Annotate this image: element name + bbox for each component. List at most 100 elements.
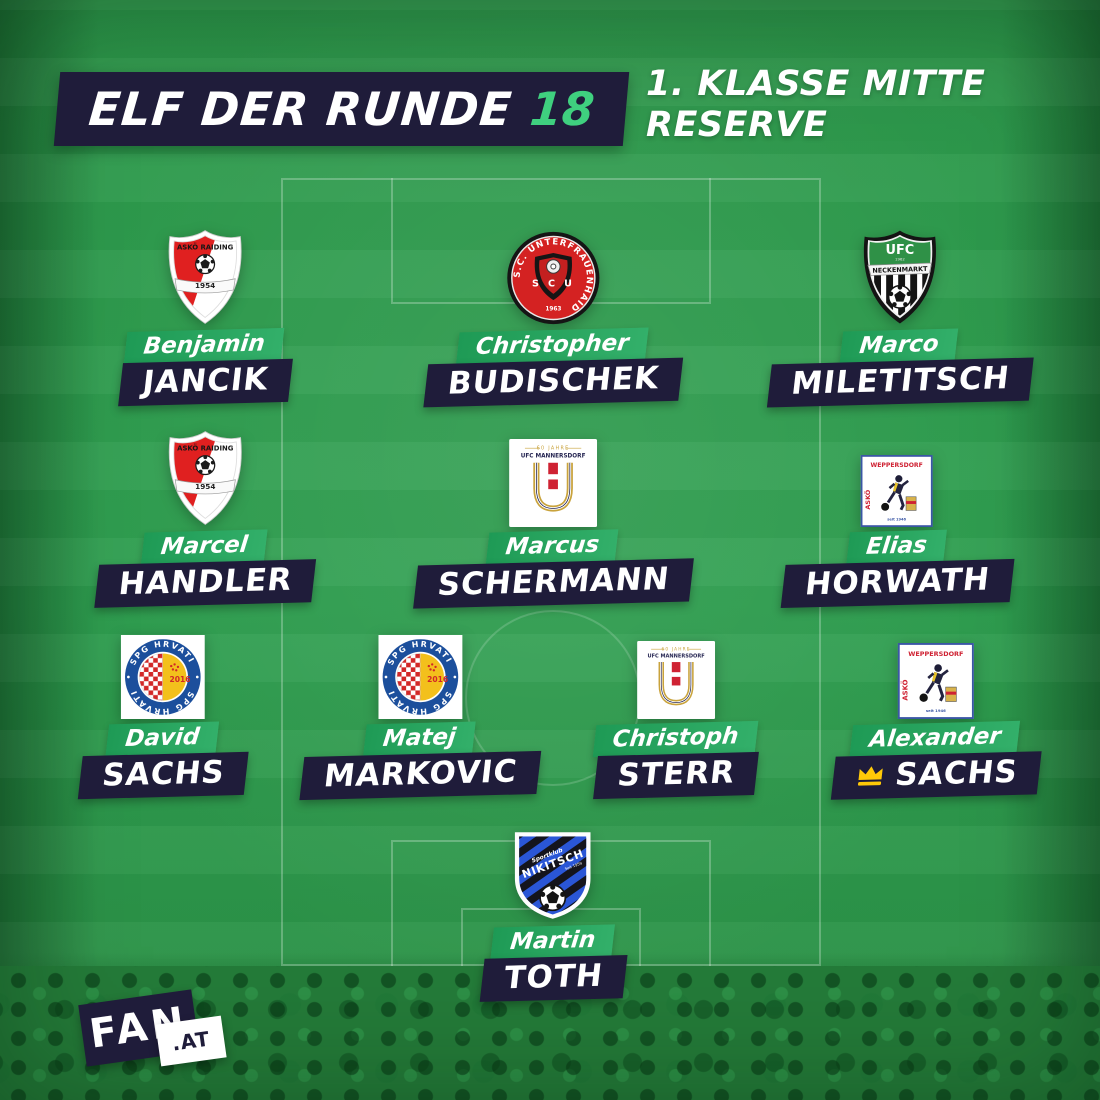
badge-year: 1954 [195,281,215,290]
player-card: WEPPERSDORF ASKÖ seit 1946 Alexander SAC… [830,643,1042,800]
badge-year: 2016 [170,675,191,684]
badge-anniversary: 60 JAHRE [537,446,570,452]
player-card: ASKÖ RAIDING 1954 Benjamin JANCIK [118,228,293,407]
player-name-plate: Martin TOTH [479,924,628,1003]
player-first-name-box: Matej [363,721,476,757]
player-last-name: MILETITSCH [789,360,1012,402]
page-title: ELF DER RUNDE [86,82,515,136]
player-name-plate: Matej MARKOVIC [299,720,542,801]
player-first-name: Martin [508,926,597,956]
player-card: UFC 1962 NECKENMARKT Marco MILETITSCH [766,228,1034,408]
askoe-weppersdorf-badge-icon: WEPPERSDORF ASKÖ seit 1946 [861,455,933,527]
player-card: ASKÖ RAIDING 1954 Marcel HANDLER [94,429,317,608]
player-last-name-box: STERR [593,751,760,800]
player-last-name-box: SCHERMANN [413,558,694,609]
badge-year: 1954 [195,482,215,491]
player-last-name: HANDLER [116,561,295,603]
player-name-plate: Christoph STERR [592,720,760,800]
player-first-name-box: Martin [490,924,615,960]
player-card: WEPPERSDORF ASKÖ seit 1946 Elias HORWATH [780,455,1015,609]
player-card: Sportklub NIKITSCH Seit 1959 Martin TOTH [479,828,628,1003]
league-line2: RESERVE [646,104,828,145]
fan-at-logo: FAN .AT [78,989,242,1076]
player-first-name-box: Marcus [485,529,619,565]
player-name-plate: Benjamin JANCIK [118,327,293,407]
sc-unterfrauenhaid-badge-icon: S.C. UNTERFRAUENHAID S C U 1963 [506,231,600,325]
player-first-name: Christopher [474,329,631,361]
player-card: 60 JAHRE UFC MANNERSDORF Marcus SCHERMAN… [413,439,694,609]
player-name-plate: Marcus SCHERMANN [413,527,694,609]
player-card: 2016 SPG HRVATI SPG HRVATI Matej MARKOVI… [299,635,542,801]
league-name: 1. KLASSE MITTE RESERVE [646,64,985,145]
player-name-plate: Marco MILETITSCH [766,327,1034,408]
player-name-plate: David SACHS [77,721,250,800]
sportklub-nikitsch-badge-icon: Sportklub NIKITSCH Seit 1959 [515,832,591,919]
player-last-name: SACHS [100,754,227,794]
player-first-name-box: Elias [846,529,947,565]
badge-initials: S C U [532,279,575,290]
player-last-name-box: SACHS [77,751,250,800]
player-last-name: JANCIK [140,361,271,401]
badge-org: ASKÖ [901,679,910,700]
player-last-name: STERR [615,754,738,794]
spg-hrvati-badge-icon: 2016 SPG HRVATI SPG HRVATI [121,635,205,719]
ufc-neckenmarkt-badge-icon: UFC 1962 NECKENMARKT [863,230,937,324]
player-first-name: Marco [858,330,941,360]
player-last-name-box: BUDISCHEK [423,357,684,408]
player-first-name: David [124,723,202,753]
badge-year: seit 1946 [926,708,946,713]
player-last-name: HORWATH [803,561,992,603]
player-first-name: Benjamin [142,330,267,360]
badge-club-name: WEPPERSDORF [871,462,923,469]
askoe-raiding-badge-icon: ASKÖ RAIDING 1954 [168,431,242,525]
badge-club-name: ASKÖ RAIDING [177,443,234,452]
player-card: 2016 SPG HRVATI SPG HRVATI David SACHS [77,635,250,800]
player-first-name-box: David [105,721,220,757]
askoe-weppersdorf-badge-icon: WEPPERSDORF ASKÖ seit 1946 [898,643,974,719]
player-name-plate: Marcel HANDLER [94,528,317,608]
player-name-plate: Alexander SACHS [830,720,1042,800]
player-last-name-box: HORWATH [780,558,1015,609]
badge-club-name: UFC MANNERSDORF [647,653,705,659]
player-first-name: Elias [864,532,929,560]
player-card: S.C. UNTERFRAUENHAID S C U 1963 Christop… [423,230,684,408]
badge-banner-text: NECKENMARKT [872,265,928,275]
badge-club-name: ASKÖ RAIDING [177,242,234,251]
crown-icon [857,766,883,786]
player-last-name-box: MARKOVIC [299,750,542,801]
player-last-name-box: MILETITSCH [766,357,1034,408]
player-last-name: BUDISCHEK [445,360,662,402]
title-banner: ELF DER RUNDE 18 [53,72,630,146]
player-first-name-box: Marco [840,328,959,364]
badge-year: 1962 [895,257,905,262]
ufc-mannersdorf-badge-icon: 60 JAHRE UFC MANNERSDORF [637,641,715,719]
player-last-name-box: TOTH [479,955,628,1003]
badge-org: ASKÖ [863,489,872,509]
player-name-plate: Elias HORWATH [780,528,1015,609]
player-name-plate: Christopher BUDISCHEK [423,327,684,408]
ufc-mannersdorf-badge-icon: 60 JAHRE UFC MANNERSDORF [509,439,597,527]
player-last-name-box: SACHS [830,751,1042,800]
player-first-name: Alexander [868,723,1003,753]
fan-logo-at-text: .AT [155,1015,227,1067]
spg-hrvati-badge-icon: 2016 SPG HRVATI SPG HRVATI [377,635,462,719]
badge-year: 2016 [427,675,448,684]
badge-year: seit 1946 [888,518,907,522]
badge-club-name: UFC MANNERSDORF [521,453,586,459]
player-first-name: Christoph [611,723,740,753]
player-last-name: SACHS [893,753,1020,794]
player-card: 60 JAHRE UFC MANNERSDORF Christoph STERR [592,641,760,800]
player-first-name-box: Marcel [141,529,268,565]
badge-anniversary: 60 JAHRE [661,646,690,652]
league-line1: 1. KLASSE MITTE [646,64,986,104]
player-first-name: Matej [381,724,458,753]
badge-year: 1963 [545,307,561,313]
player-first-name: Marcus [504,531,601,561]
round-number: 18 [527,82,597,136]
player-last-name-box: JANCIK [118,358,293,407]
badge-club-name: WEPPERSDORF [908,650,963,658]
player-last-name: TOTH [502,957,605,997]
player-last-name: MARKOVIC [321,753,520,795]
askoe-raiding-badge-icon: ASKÖ RAIDING 1954 [168,230,242,324]
